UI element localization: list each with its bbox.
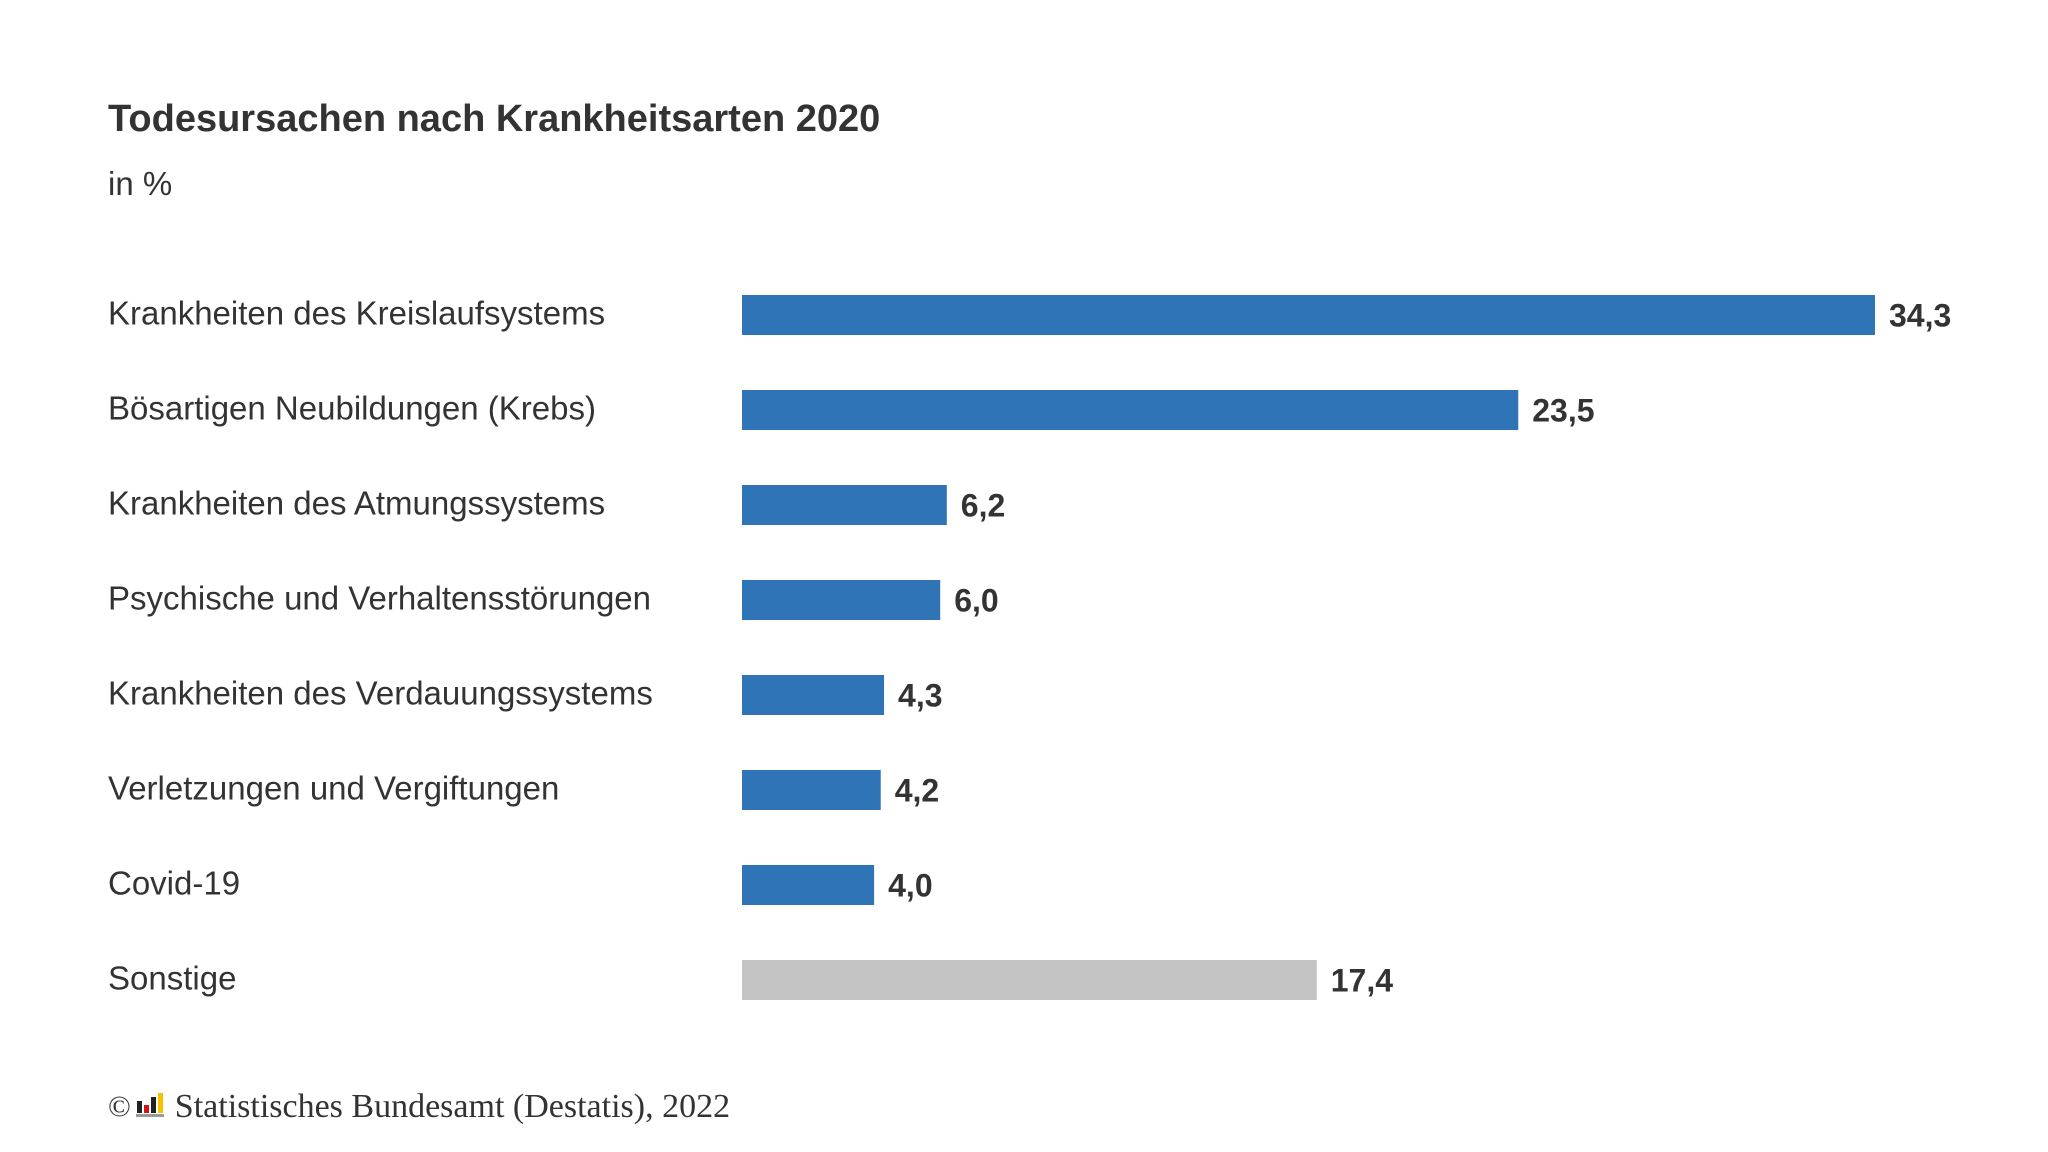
category-label: Covid-19: [108, 865, 240, 902]
bar: [742, 770, 881, 810]
chart-subtitle: in %: [108, 165, 173, 202]
bar: [742, 960, 1317, 1000]
value-label: 34,3: [1889, 297, 1951, 333]
value-label: 6,2: [961, 487, 1005, 523]
source-text: Statistisches Bundesamt (Destatis), 2022: [174, 1088, 731, 1125]
category-label: Bösartigen Neubildungen (Krebs): [108, 390, 596, 427]
category-label: Krankheiten des Kreislaufsystems: [108, 295, 605, 332]
category-label: Krankheiten des Atmungssystems: [108, 485, 605, 522]
bar: [742, 295, 1875, 335]
bar: [742, 865, 875, 905]
category-label: Krankheiten des Verdauungssystems: [108, 675, 653, 712]
category-label: Verletzungen und Vergiftungen: [108, 770, 559, 807]
destatis-logo-icon: [135, 1093, 164, 1117]
bar: [742, 390, 1519, 430]
value-label: 4,2: [895, 772, 939, 808]
copyright-sign: ©: [108, 1090, 131, 1123]
category-label: Sonstige: [108, 960, 236, 997]
chart-title: Todesursachen nach Krankheitsarten 2020: [108, 98, 881, 140]
value-label: 4,3: [898, 677, 942, 713]
category-label: Psychische und Verhaltensstörungen: [108, 580, 651, 617]
value-label: 23,5: [1532, 392, 1594, 428]
source-line: © Statistisches Bundesamt (Destatis), 20…: [108, 1088, 730, 1126]
bar: [742, 485, 947, 525]
value-label: 17,4: [1331, 962, 1393, 998]
bar: [742, 675, 885, 715]
value-label: 6,0: [954, 582, 998, 618]
value-label: 4,0: [888, 867, 932, 903]
bar: [742, 580, 941, 620]
